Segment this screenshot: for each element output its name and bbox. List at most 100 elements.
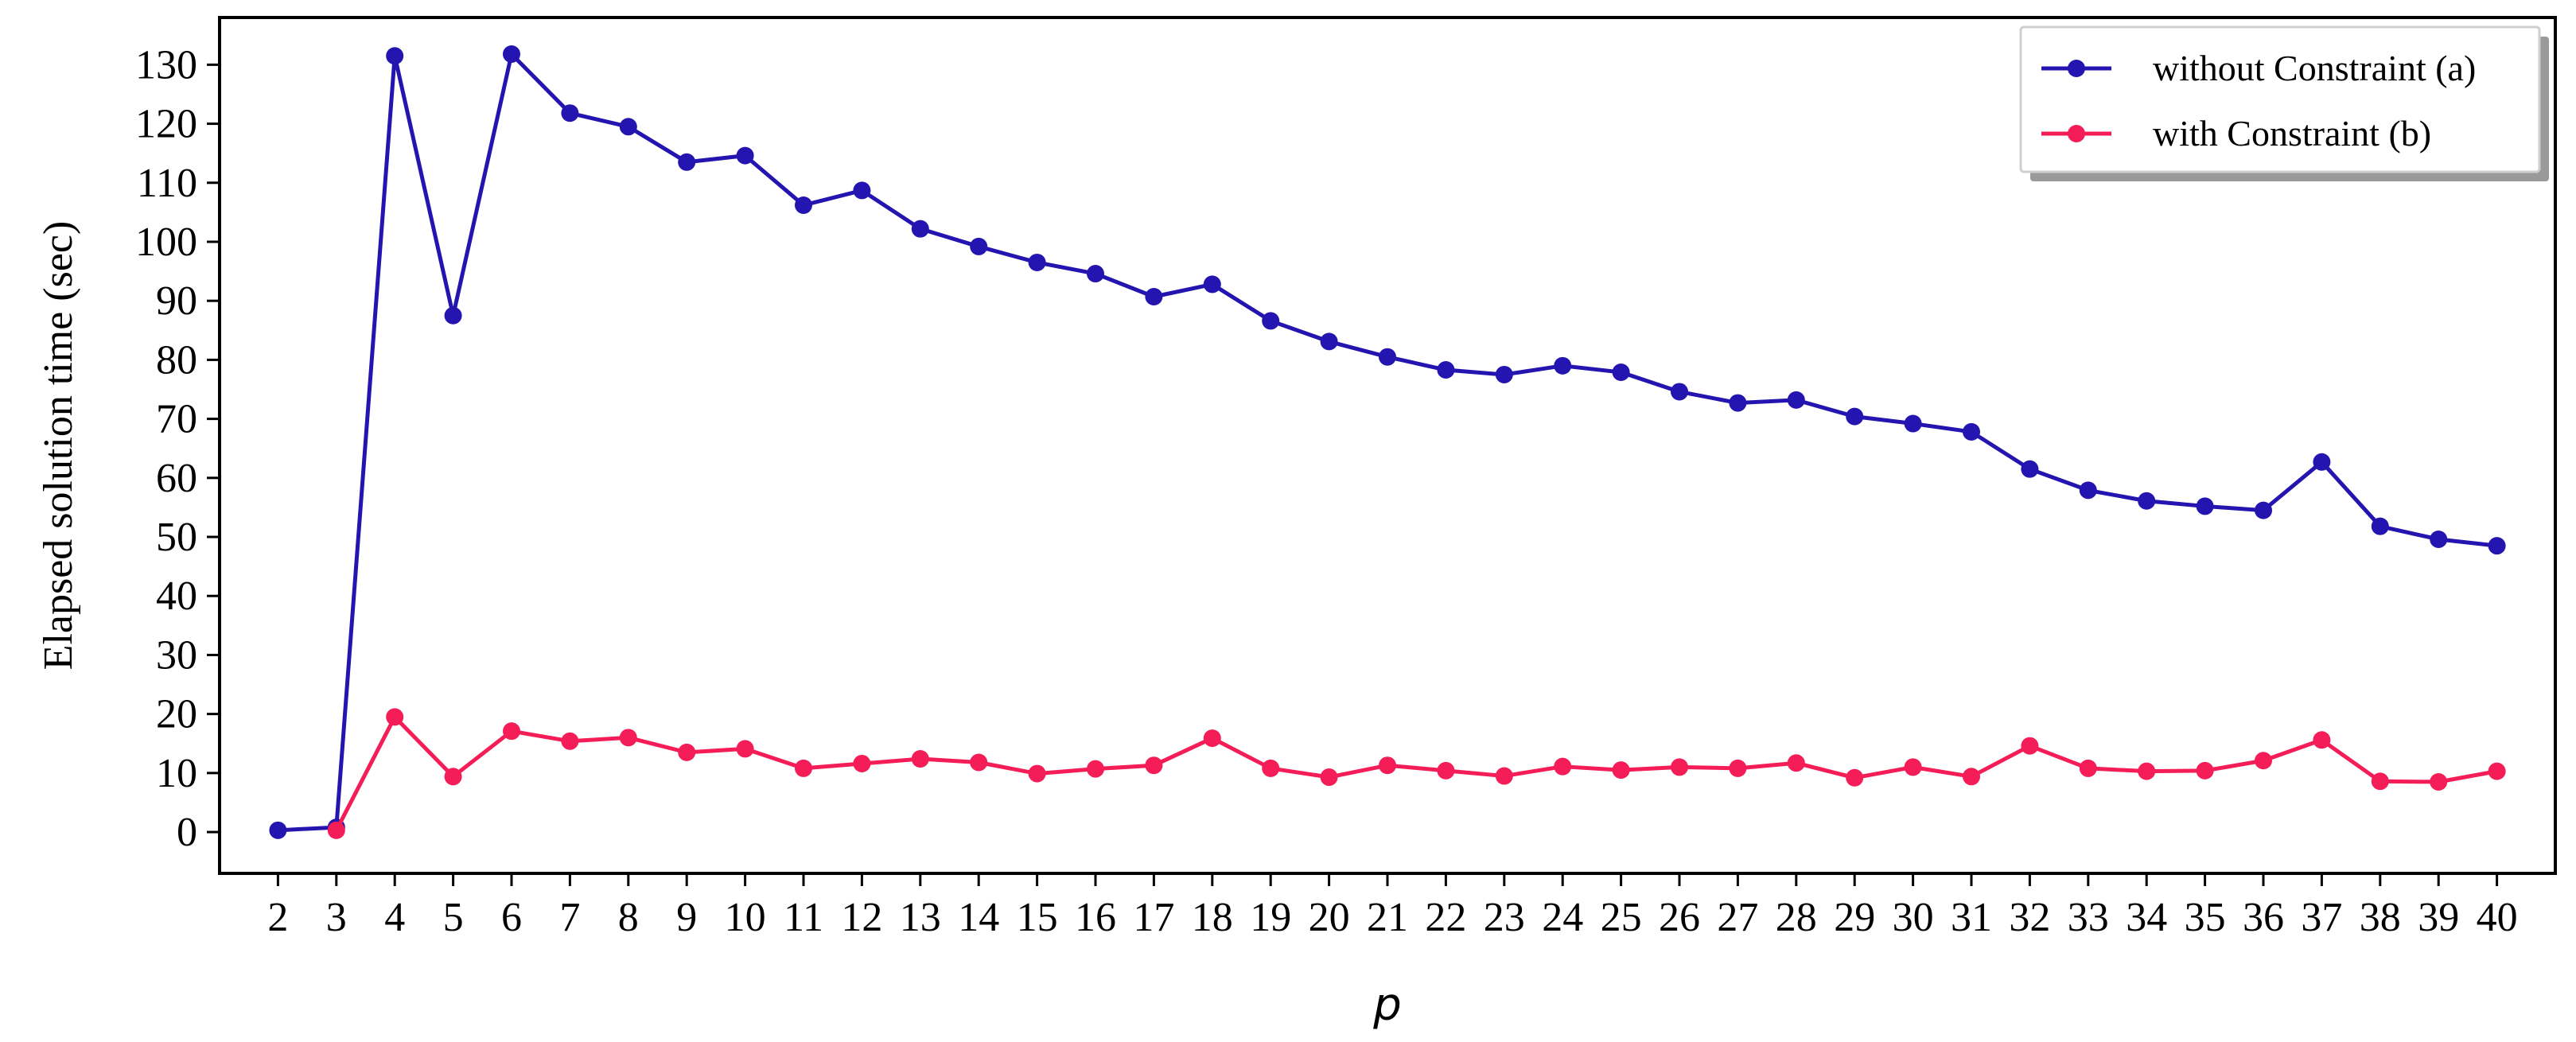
data-point xyxy=(2488,762,2506,780)
y-tick-label: 40 xyxy=(156,573,197,619)
data-point xyxy=(1729,394,1747,412)
y-tick-label: 70 xyxy=(156,397,197,442)
data-point xyxy=(1963,768,1980,786)
data-point xyxy=(1203,729,1221,748)
data-point xyxy=(736,146,754,165)
x-tick-label: 5 xyxy=(443,895,464,940)
data-point xyxy=(619,118,637,136)
data-point xyxy=(853,181,871,200)
data-point xyxy=(327,821,345,839)
data-point xyxy=(1437,761,1455,780)
data-point xyxy=(1495,767,1513,785)
data-point xyxy=(911,220,929,238)
y-tick-label: 80 xyxy=(156,337,197,383)
y-axis: 0 10 20 30 40 50 60 70 80 90 100 110 120 130 xyxy=(135,42,220,855)
data-point xyxy=(678,153,696,171)
data-point xyxy=(2430,772,2448,791)
data-point xyxy=(1495,365,1513,383)
data-point xyxy=(1612,761,1630,780)
x-tick-label: 14 xyxy=(958,895,999,940)
x-tick-label: 32 xyxy=(2009,895,2050,940)
data-point xyxy=(1145,287,1163,305)
data-point xyxy=(1087,265,1104,283)
x-tick-label: 36 xyxy=(2243,895,2284,940)
legend-label: with Constraint (b) xyxy=(2153,113,2431,154)
legend-marker xyxy=(2068,60,2085,77)
x-tick-label: 27 xyxy=(1717,895,1758,940)
data-point xyxy=(2079,481,2097,500)
data-point xyxy=(1963,422,1980,441)
x-tick-label: 17 xyxy=(1133,895,1174,940)
x-tick-label: 37 xyxy=(2301,895,2342,940)
x-tick-label: 33 xyxy=(2068,895,2109,940)
data-point xyxy=(2021,737,2039,755)
data-point xyxy=(2138,492,2156,510)
x-tick-label: 10 xyxy=(725,895,766,940)
data-point xyxy=(2430,530,2448,548)
data-point xyxy=(1379,756,1396,775)
y-tick-label: 100 xyxy=(135,220,197,265)
data-point xyxy=(2138,762,2156,780)
data-point xyxy=(1729,759,1747,777)
x-tick-label: 15 xyxy=(1017,895,1058,940)
x-tick-label: 21 xyxy=(1367,895,1408,940)
data-point xyxy=(853,754,871,772)
x-tick-label: 26 xyxy=(1659,895,1700,940)
x-tick-label: 9 xyxy=(676,895,697,940)
y-tick-label: 90 xyxy=(156,278,197,324)
x-tick-label: 30 xyxy=(1893,895,1934,940)
data-point xyxy=(678,743,696,761)
x-tick-label: 22 xyxy=(1425,895,1466,940)
data-point xyxy=(1320,332,1338,351)
x-tick-label: 8 xyxy=(618,895,639,940)
data-point xyxy=(2488,537,2506,555)
x-tick-label: 4 xyxy=(384,895,405,940)
x-tick-label: 24 xyxy=(1542,895,1583,940)
data-point xyxy=(619,729,637,747)
data-point xyxy=(1787,754,1805,772)
x-tick-label: 2 xyxy=(267,895,288,940)
data-point xyxy=(1320,768,1338,787)
data-point xyxy=(1612,363,1630,381)
data-point xyxy=(561,732,579,750)
data-point xyxy=(503,722,520,741)
data-point xyxy=(1904,758,1922,776)
y-tick-label: 30 xyxy=(156,632,197,678)
legend: without Constraint (a) with Constraint (b… xyxy=(2019,25,2549,181)
data-point xyxy=(386,708,404,726)
data-point xyxy=(795,759,812,777)
data-point xyxy=(1846,768,1864,787)
series-line xyxy=(334,714,2498,831)
data-point xyxy=(1846,407,1864,426)
data-point xyxy=(1671,383,1688,401)
data-point xyxy=(1437,361,1455,379)
y-tick-label: 0 xyxy=(177,810,197,855)
y-tick-label: 130 xyxy=(135,42,197,87)
data-point xyxy=(444,306,462,325)
x-tick-label: 18 xyxy=(1192,895,1233,940)
x-tick-label: 23 xyxy=(1484,895,1525,940)
data-point xyxy=(1028,764,1046,783)
data-point xyxy=(2255,752,2272,770)
y-tick-label: 110 xyxy=(137,161,197,206)
y-tick-label: 120 xyxy=(135,102,197,147)
data-point xyxy=(2196,761,2214,780)
legend-box xyxy=(2019,25,2541,173)
x-tick-label: 29 xyxy=(1834,895,1875,940)
y-axis-title: Elapsed solution time (sec) xyxy=(36,221,81,671)
data-point xyxy=(1087,760,1104,778)
x-tick-label: 20 xyxy=(1309,895,1350,940)
data-point xyxy=(2079,759,2097,777)
data-point xyxy=(911,750,929,768)
data-point xyxy=(1671,758,1688,776)
data-point xyxy=(2313,731,2331,749)
y-tick-label: 20 xyxy=(156,692,197,737)
legend-marker xyxy=(2068,125,2085,142)
x-tick-label: 39 xyxy=(2418,895,2459,940)
data-point xyxy=(444,768,462,786)
y-tick-label: 60 xyxy=(156,456,197,501)
x-tick-label: 31 xyxy=(1951,895,1992,940)
x-tick-label: 16 xyxy=(1075,895,1116,940)
x-tick-label: 6 xyxy=(501,895,522,940)
x-tick-label: 28 xyxy=(1776,895,1817,940)
